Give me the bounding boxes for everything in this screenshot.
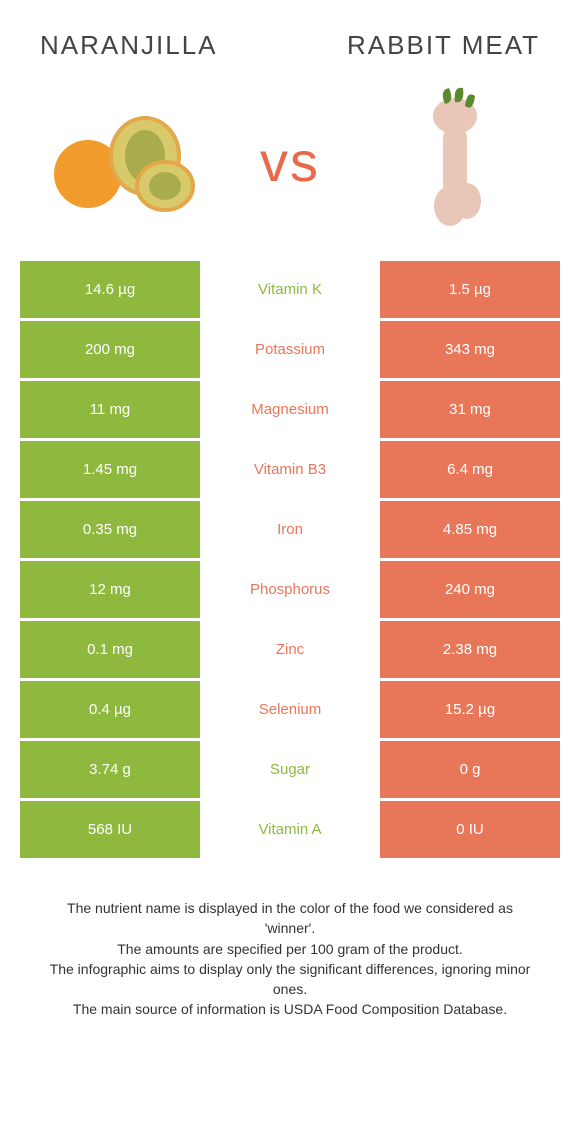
- right-food-title: RABBIT MEAT: [347, 30, 540, 61]
- nutrient-name-cell: Vitamin K: [200, 261, 380, 318]
- nutrient-name-cell: Vitamin B3: [200, 441, 380, 498]
- right-value-cell: 1.5 µg: [380, 261, 560, 318]
- right-value-cell: 15.2 µg: [380, 681, 560, 738]
- nutrient-name-cell: Zinc: [200, 621, 380, 678]
- nutrient-name-cell: Magnesium: [200, 381, 380, 438]
- left-value-cell: 0.35 mg: [20, 501, 200, 558]
- nutrient-name-cell: Selenium: [200, 681, 380, 738]
- rabbit-meat-image: [380, 91, 530, 231]
- vs-label: vs: [260, 129, 320, 194]
- nutrient-row: 0.4 µgSelenium15.2 µg: [20, 681, 560, 738]
- images-row: vs: [20, 81, 560, 261]
- nutrient-row: 568 IUVitamin A0 IU: [20, 801, 560, 858]
- nutrient-row: 12 mgPhosphorus240 mg: [20, 561, 560, 618]
- left-value-cell: 1.45 mg: [20, 441, 200, 498]
- footer-line: The nutrient name is displayed in the co…: [40, 898, 540, 939]
- nutrient-row: 200 mgPotassium343 mg: [20, 321, 560, 378]
- left-value-cell: 11 mg: [20, 381, 200, 438]
- nutrient-name-cell: Vitamin A: [200, 801, 380, 858]
- right-value-cell: 0 IU: [380, 801, 560, 858]
- left-value-cell: 3.74 g: [20, 741, 200, 798]
- nutrient-row: 0.35 mgIron4.85 mg: [20, 501, 560, 558]
- left-value-cell: 14.6 µg: [20, 261, 200, 318]
- right-value-cell: 0 g: [380, 741, 560, 798]
- nutrient-row: 14.6 µgVitamin K1.5 µg: [20, 261, 560, 318]
- header-row: NARANJILLA RABBIT MEAT: [20, 30, 560, 81]
- left-value-cell: 12 mg: [20, 561, 200, 618]
- right-value-cell: 4.85 mg: [380, 501, 560, 558]
- nutrient-name-cell: Potassium: [200, 321, 380, 378]
- nutrient-row: 3.74 gSugar0 g: [20, 741, 560, 798]
- naranjilla-image: [50, 91, 200, 231]
- right-value-cell: 31 mg: [380, 381, 560, 438]
- nutrient-name-cell: Phosphorus: [200, 561, 380, 618]
- left-value-cell: 568 IU: [20, 801, 200, 858]
- left-food-title: NARANJILLA: [40, 30, 218, 61]
- footer-line: The infographic aims to display only the…: [40, 959, 540, 1000]
- footer-line: The amounts are specified per 100 gram o…: [40, 939, 540, 959]
- right-value-cell: 240 mg: [380, 561, 560, 618]
- left-value-cell: 200 mg: [20, 321, 200, 378]
- nutrient-row: 0.1 mgZinc2.38 mg: [20, 621, 560, 678]
- left-value-cell: 0.1 mg: [20, 621, 200, 678]
- right-value-cell: 6.4 mg: [380, 441, 560, 498]
- footer-notes: The nutrient name is displayed in the co…: [20, 898, 560, 1020]
- right-value-cell: 343 mg: [380, 321, 560, 378]
- nutrient-name-cell: Sugar: [200, 741, 380, 798]
- nutrient-table: 14.6 µgVitamin K1.5 µg200 mgPotassium343…: [20, 261, 560, 858]
- nutrient-name-cell: Iron: [200, 501, 380, 558]
- nutrient-row: 11 mgMagnesium31 mg: [20, 381, 560, 438]
- left-value-cell: 0.4 µg: [20, 681, 200, 738]
- right-value-cell: 2.38 mg: [380, 621, 560, 678]
- nutrient-row: 1.45 mgVitamin B36.4 mg: [20, 441, 560, 498]
- footer-line: The main source of information is USDA F…: [40, 999, 540, 1019]
